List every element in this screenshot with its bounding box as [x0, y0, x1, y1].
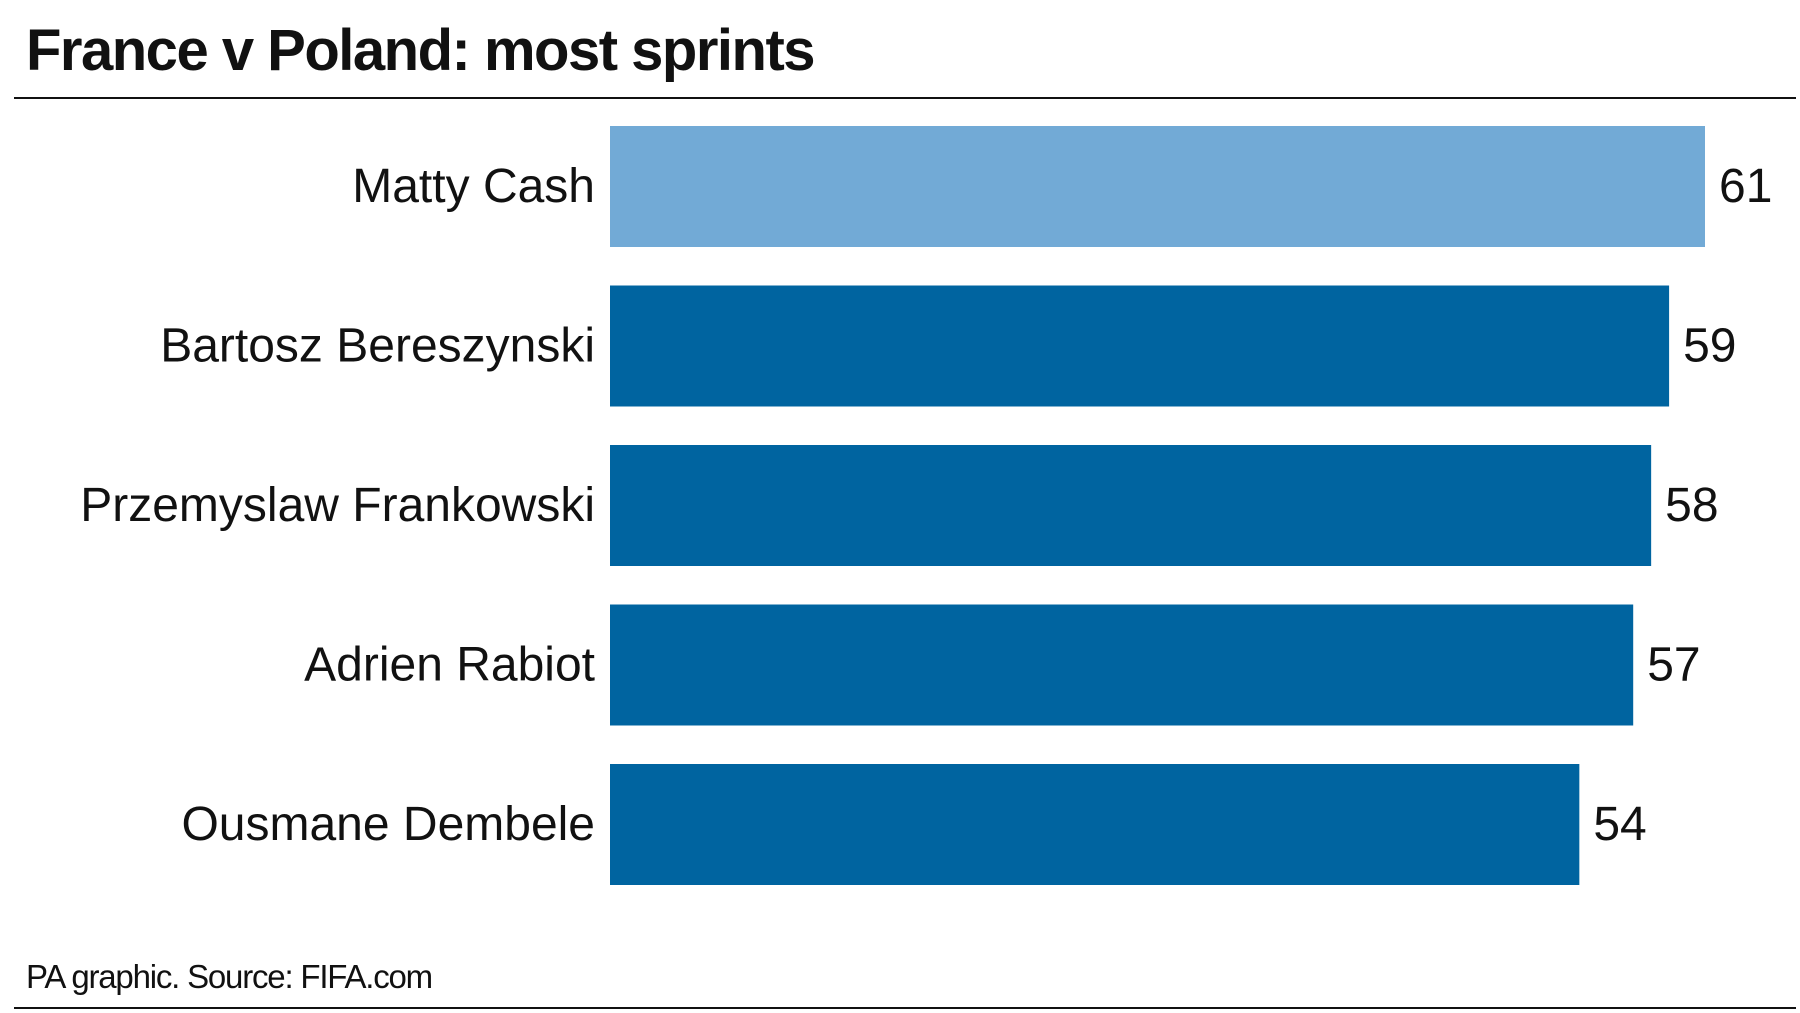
category-label: Adrien Rabiot — [304, 639, 595, 692]
bar — [610, 604, 1634, 726]
category-label: Ousmane Dembele — [181, 798, 595, 851]
bottom-divider — [14, 1007, 1796, 1009]
value-label: 54 — [1593, 798, 1646, 851]
category-label: Matty Cash — [352, 160, 595, 213]
title-divider — [14, 97, 1796, 99]
value-label: 59 — [1683, 320, 1736, 373]
category-label: Bartosz Bereszynski — [160, 320, 595, 373]
category-label: Przemyslaw Frankowski — [80, 479, 595, 532]
source-note: PA graphic. Source: FIFA.com — [26, 958, 433, 995]
value-label: 57 — [1647, 639, 1700, 692]
bar — [610, 764, 1580, 885]
value-label: 58 — [1665, 479, 1718, 532]
chart-title: France v Poland: most sprints — [26, 18, 816, 83]
value-label: 61 — [1719, 160, 1772, 213]
bar — [610, 285, 1670, 407]
bar — [610, 126, 1705, 247]
bar — [610, 445, 1652, 566]
